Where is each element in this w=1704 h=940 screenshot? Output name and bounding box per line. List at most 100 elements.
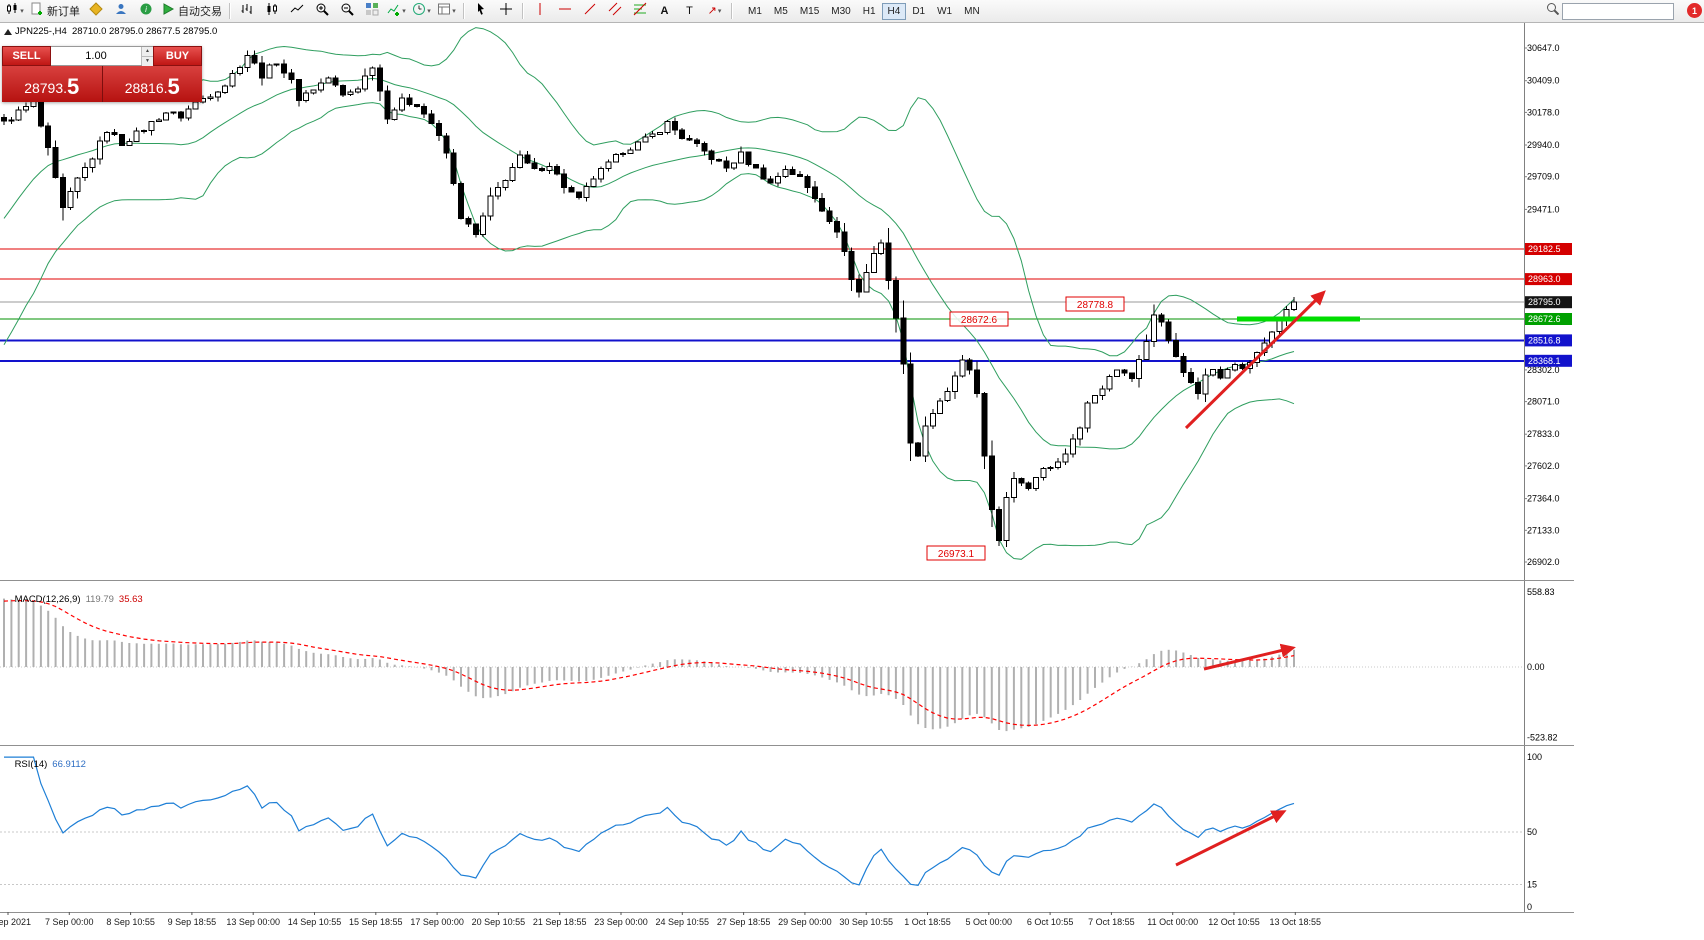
time-axis[interactable]: 3 Sep 2021 7 Sep 00:00 8 Sep 10:55 9 Sep 18… <box>0 912 1321 927</box>
new-order-button[interactable]: 新订单 <box>27 1 83 22</box>
timeframe-button-m5[interactable]: M5 <box>773 5 788 17</box>
fibonacci-button[interactable] <box>627 1 652 22</box>
timeframe-button-m30[interactable]: M30 <box>831 5 851 17</box>
trendline-button[interactable] <box>577 1 602 22</box>
toolbar-separator <box>229 3 230 19</box>
info-icon: i <box>139 2 153 21</box>
svg-text:0.00: 0.00 <box>1527 662 1545 672</box>
volume-up-button[interactable]: ▲ <box>142 47 153 57</box>
person-icon <box>114 2 128 21</box>
auto-trading-button[interactable]: 自动交易 <box>158 1 225 22</box>
svg-text:28368.1: 28368.1 <box>1528 356 1561 366</box>
metaeditor-button[interactable] <box>83 1 108 22</box>
drawn-arrow-macd[interactable] <box>1203 643 1296 671</box>
timeframe-button-h4[interactable]: H4 <box>881 2 907 20</box>
timeframe-button-w1[interactable]: W1 <box>937 5 953 17</box>
profiles-button[interactable] <box>108 1 133 22</box>
buy-price[interactable]: 28816. 5 <box>102 66 202 102</box>
drawn-arrow-main[interactable] <box>1184 290 1326 430</box>
market-info-button[interactable]: i <box>133 1 158 22</box>
line-chart-button[interactable] <box>284 1 309 22</box>
new-chart-button[interactable]: ▾ <box>2 1 27 22</box>
indicators-icon <box>387 2 401 21</box>
zoom-in-icon <box>315 2 329 21</box>
search-input[interactable] <box>1562 2 1674 20</box>
svg-text:558.83: 558.83 <box>1527 587 1555 597</box>
svg-text:15: 15 <box>1527 880 1537 890</box>
sell-button[interactable]: SELL <box>2 46 51 66</box>
fibonacci-icon <box>633 2 647 21</box>
chevron-down-icon: ▾ <box>402 7 406 15</box>
notification-badge[interactable]: 1 <box>1687 3 1702 18</box>
sell-price-int: 28793. <box>24 80 68 96</box>
vertical-line-button[interactable] <box>527 1 552 22</box>
tile-windows-icon <box>365 2 379 21</box>
text-button[interactable]: A <box>652 1 677 22</box>
svg-text:27 Sep 18:55: 27 Sep 18:55 <box>717 917 771 927</box>
svg-text:-523.82: -523.82 <box>1527 732 1558 742</box>
timeframe-button-m15[interactable]: M15 <box>799 5 820 17</box>
timeframe-button-mn[interactable]: MN <box>964 5 980 17</box>
zoom-in-button[interactable] <box>309 1 334 22</box>
channel-icon <box>608 2 622 21</box>
volume-spinner: 1.00 ▲ ▼ <box>51 46 153 66</box>
price-axis[interactable]: 30647.0 30409.0 30178.0 29940.0 29709.0 29471… <box>1524 43 1572 912</box>
svg-text:29940.0: 29940.0 <box>1527 140 1560 150</box>
volume-down-button[interactable]: ▼ <box>142 57 153 66</box>
svg-text:5 Oct 00:00: 5 Oct 00:00 <box>966 917 1013 927</box>
sell-price[interactable]: 28793. 5 <box>2 66 102 102</box>
svg-text:28071.0: 28071.0 <box>1527 397 1560 407</box>
svg-text:28795.0: 28795.0 <box>1528 297 1561 307</box>
svg-text:28672.6: 28672.6 <box>961 315 998 326</box>
svg-text:30178.0: 30178.0 <box>1527 107 1560 117</box>
svg-text:12 Oct 10:55: 12 Oct 10:55 <box>1208 917 1260 927</box>
svg-text:24 Sep 10:55: 24 Sep 10:55 <box>656 917 710 927</box>
one-click-collapse-toggle[interactable] <box>4 29 12 35</box>
templates-button[interactable]: ▾ <box>434 1 459 22</box>
svg-text:27133.0: 27133.0 <box>1527 525 1560 535</box>
buy-button[interactable]: BUY <box>153 46 202 66</box>
timeframe-button-m1[interactable]: M1 <box>748 5 762 17</box>
tile-windows-button[interactable] <box>359 1 384 22</box>
bar-chart-button[interactable] <box>234 1 259 22</box>
horizontal-line-button[interactable] <box>552 1 577 22</box>
svg-text:17 Sep 00:00: 17 Sep 00:00 <box>410 917 464 927</box>
svg-text:21 Sep 18:55: 21 Sep 18:55 <box>533 917 587 927</box>
crosshair-button[interactable] <box>493 1 518 22</box>
zoom-out-button[interactable] <box>334 1 359 22</box>
svg-text:8 Sep 10:55: 8 Sep 10:55 <box>106 917 155 927</box>
svg-text:i: i <box>145 5 147 14</box>
text-icon: A <box>660 5 669 17</box>
indicators-button[interactable]: ▾ <box>384 1 409 22</box>
timeframe-button-d1[interactable]: D1 <box>912 5 926 17</box>
clock-icon <box>412 2 426 21</box>
price-annotations[interactable]: 28672.6 28778.8 26973.1 <box>926 296 1125 561</box>
periods-button[interactable]: ▾ <box>409 1 434 22</box>
macd-signal-value: 35.63 <box>118 594 143 605</box>
svg-text:20 Sep 10:55: 20 Sep 10:55 <box>472 917 526 927</box>
volume-value[interactable]: 1.00 <box>85 50 107 62</box>
rsi-value: 66.9112 <box>52 759 86 770</box>
chart-frame <box>0 23 1574 913</box>
new-order-label: 新订单 <box>47 6 80 18</box>
svg-text:3 Sep 2021: 3 Sep 2021 <box>0 917 31 927</box>
macd-pane <box>0 598 1524 732</box>
candlestick-chart-button[interactable] <box>259 1 284 22</box>
line-chart-icon <box>290 2 304 21</box>
rsi-pane <box>0 756 1524 886</box>
toolbar-separator <box>731 3 732 19</box>
svg-text:29182.5: 29182.5 <box>1528 244 1561 254</box>
channel-button[interactable] <box>602 1 627 22</box>
one-click-trading-panel: SELL 1.00 ▲ ▼ BUY 28793. 5 28816. 5 <box>2 46 202 102</box>
drawn-arrow-rsi[interactable] <box>1175 810 1287 867</box>
timeframe-button-h1[interactable]: H1 <box>862 5 876 17</box>
candlestick-series <box>1 50 1297 547</box>
buy-price-frac: 5 <box>167 74 180 99</box>
label-button[interactable]: T <box>677 1 702 22</box>
arrow-tools-button[interactable]: ↗ ▾ <box>702 1 727 22</box>
cursor-button[interactable] <box>468 1 493 22</box>
toolbar-separator <box>522 3 523 19</box>
horizontal-line-icon <box>558 2 572 21</box>
bar-chart-icon <box>240 2 254 21</box>
